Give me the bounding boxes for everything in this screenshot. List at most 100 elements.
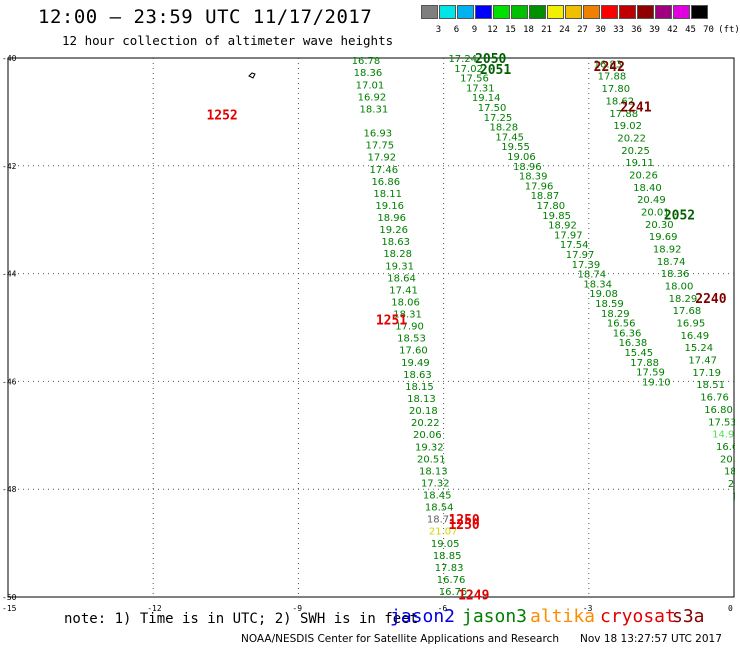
swh-value: 19.05	[431, 539, 460, 550]
swh-value: 20.49	[637, 195, 666, 206]
pass-number-label: 1250	[448, 513, 479, 528]
lon-tick-label: -9	[292, 604, 302, 613]
swh-value: 17.96	[525, 181, 554, 192]
swh-value: 20.25	[621, 146, 650, 157]
satellite-legend-jason3: jason3	[462, 606, 528, 627]
colorbar-unit-label: (ft)	[718, 25, 740, 35]
colorbar-tick-label: 45	[685, 25, 696, 35]
swh-value: 20.01	[641, 207, 670, 218]
swh-value: 17.45	[495, 132, 524, 143]
swh-value: 18.96	[377, 213, 406, 224]
swh-value: 20.26	[629, 170, 658, 181]
pass-number-label: 1250	[448, 518, 479, 533]
swh-value: 16.78	[352, 56, 381, 67]
satellite-legend-jason2: jason2	[390, 606, 456, 627]
colorbar-tick-label: 27	[577, 25, 588, 35]
swh-value: 18.63	[403, 370, 432, 381]
swh-value: 18.36	[354, 68, 383, 79]
swh-value: 18.15	[405, 382, 434, 393]
colorbar-swatch	[457, 5, 474, 19]
swh-value: 18.29	[669, 294, 698, 305]
swh-value: 17.97	[554, 230, 583, 241]
swh-value: 19.06	[507, 152, 536, 163]
swh-value: 18.71	[427, 515, 456, 526]
lat-tick-label: -44	[2, 270, 17, 279]
satellite-legend-altika: altika	[530, 606, 596, 627]
colorbar-tick-label: 15	[505, 25, 516, 35]
swh-value: 18.64	[387, 273, 416, 284]
swh-value: 19.32	[415, 442, 444, 453]
swh-value: 20.09	[720, 454, 740, 465]
colorbar-swatch	[439, 5, 456, 19]
lon-tick-label: -12	[147, 604, 162, 613]
pass-number-label: 2052	[664, 208, 695, 223]
swh-value: 17.60	[399, 346, 428, 357]
generation-timestamp: Nov 18 13:27:57 UTC 2017	[580, 633, 722, 645]
swh-value: 19.08	[589, 289, 618, 300]
swh-value: 18.36	[661, 269, 690, 280]
swh-value: 17.46	[369, 165, 398, 176]
swh-value: 18.87	[531, 191, 560, 202]
swh-value: 19.02	[613, 121, 642, 132]
lon-tick-label: -15	[2, 604, 17, 613]
colorbar-tick-label: 39	[649, 25, 660, 35]
swh-value: 16.56	[607, 319, 636, 330]
lon-tick-label: 0	[728, 604, 733, 613]
swh-value: 17.53	[708, 417, 737, 428]
swh-value: 16.80	[704, 405, 733, 416]
swh-value: 18.06	[391, 297, 420, 308]
swh-value: 19.49	[401, 358, 430, 369]
swh-value: 16.49	[681, 331, 710, 342]
pass-number-label: 2051	[480, 63, 511, 78]
swh-value: 20.06	[413, 430, 442, 441]
colorbar-swatch	[475, 5, 492, 19]
colorbar-swatch	[493, 5, 510, 19]
lat-tick-label: -50	[2, 593, 17, 602]
swh-value: 18.62	[605, 96, 634, 107]
swh-value: 18.40	[633, 183, 662, 194]
colorbar-tick-label: 70	[703, 25, 714, 35]
swh-value: 18.74	[657, 257, 686, 268]
pass-number-label: 1251	[376, 313, 407, 328]
swh-value: 17.01	[356, 80, 385, 91]
colorbar-tick-label: 9	[471, 25, 478, 35]
swh-value: 15.45	[624, 348, 653, 359]
swh-value: 18.31	[393, 310, 422, 321]
swh-value: 17.19	[692, 368, 721, 379]
edge-mask	[735, 58, 740, 597]
swh-value: 17.59	[636, 368, 665, 379]
swh-value: 18.54	[425, 503, 454, 514]
colorbar-tick-label: 21	[541, 25, 552, 35]
page-title: 12:00 — 23:59 UTC 11/17/2017	[38, 6, 373, 28]
swh-value: 17.90	[395, 322, 424, 333]
colorbar-swatch	[637, 5, 654, 19]
swh-value: 16.83	[594, 59, 623, 70]
swh-value: 17.50	[478, 103, 507, 114]
swh-value: 20.30	[645, 220, 674, 231]
swh-value: 17.47	[688, 356, 717, 367]
pass-number-label: 1249	[458, 588, 489, 603]
swh-value: 18.96	[513, 162, 542, 173]
swh-value: 20.04	[728, 479, 740, 490]
map-frame	[7, 57, 735, 598]
swh-value: 18.74	[578, 270, 607, 281]
swh-value: 16.76	[700, 393, 729, 404]
swh-value: 17.88	[609, 109, 638, 120]
satellite-legend-s3a: s3a	[672, 606, 705, 627]
swh-value: 19.69	[649, 232, 678, 243]
swh-value: 19.11	[625, 158, 654, 169]
colorbar-swatch	[511, 5, 528, 19]
credit-text: NOAA/NESDIS Center for Satellite Applica…	[241, 633, 559, 645]
colorbar-swatch	[421, 5, 438, 19]
swh-value: 19.14	[472, 93, 501, 104]
lat-tick-label: -42	[2, 162, 17, 171]
swh-value: 17.97	[566, 250, 595, 261]
swh-value: 17.75	[366, 141, 395, 152]
swh-value: 14.98	[712, 430, 740, 441]
swh-value: 18.28	[490, 123, 519, 134]
swh-value: 18.28	[383, 249, 412, 260]
swh-value: 19.16	[375, 201, 404, 212]
swh-value: 17.80	[536, 201, 565, 212]
swh-value: 18.57	[724, 467, 740, 478]
